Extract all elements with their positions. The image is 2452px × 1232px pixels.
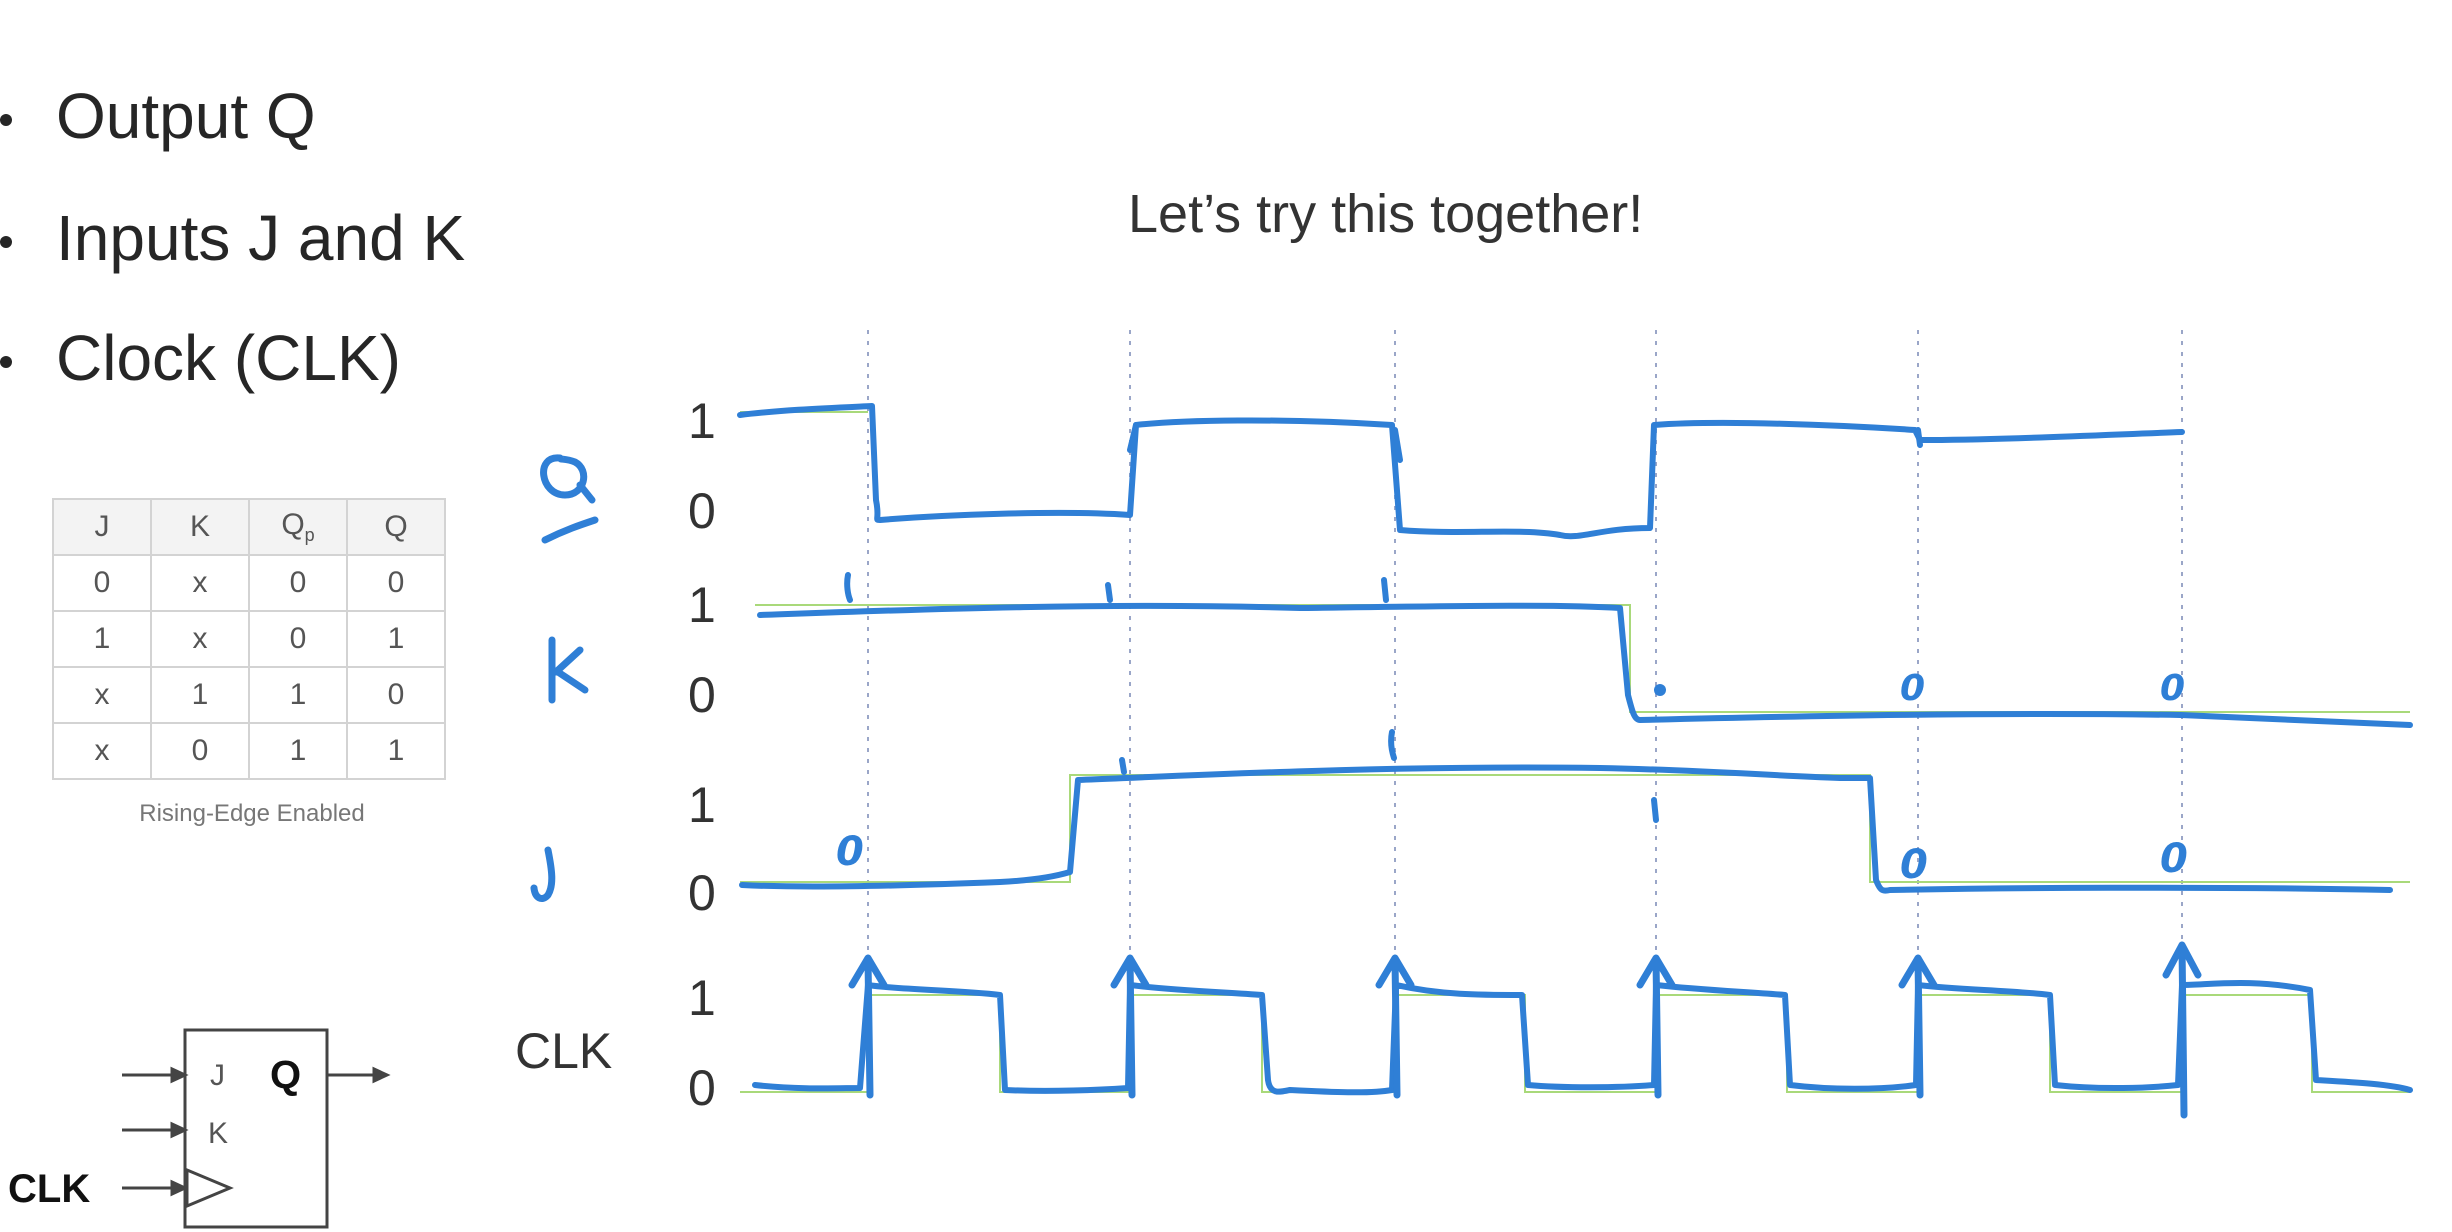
arrowhead-icon [170, 1121, 189, 1139]
table-cell: 0 [346, 554, 446, 612]
k-handdrawn-wave [757, 602, 2413, 728]
table-cell: 1 [248, 666, 348, 724]
k-mark-low: 0 [1900, 668, 1925, 709]
table-row: 0 x 0 0 [52, 554, 446, 612]
rising-edge-arrow-icon [848, 954, 888, 1099]
table-cell: 0 [248, 554, 348, 612]
table-cell: 0 [52, 554, 152, 612]
truth-table-caption: Rising-Edge Enabled [139, 800, 365, 827]
bullet-dot-icon [0, 114, 12, 126]
table-cell: 1 [346, 610, 446, 668]
table-row: x 1 1 0 [52, 666, 446, 724]
q-edge-ticks [1127, 422, 1923, 463]
clk-guide-wave [740, 994, 2410, 1093]
arrowhead-icon [372, 1066, 391, 1084]
handwritten-k-icon [548, 636, 589, 704]
table-cell: 1 [248, 722, 348, 780]
table-cell: 0 [346, 666, 446, 724]
table-cell: x [150, 554, 250, 612]
k-dot-mark-icon [1654, 684, 1666, 696]
j-handdrawn-wave [739, 764, 2393, 894]
handwritten-j-icon [530, 846, 556, 902]
table-row: 1 x 0 1 [52, 610, 446, 668]
rising-edge-arrow-icon [1110, 954, 1150, 1099]
table-cell: 0 [248, 610, 348, 668]
rising-edge-arrow-icon [1898, 954, 1938, 1099]
table-cell: 1 [52, 610, 152, 668]
bullet-dot-icon [0, 236, 12, 248]
k-one-marks [844, 572, 1389, 603]
table-cell: x [52, 722, 152, 780]
symbol-j-label: J [210, 1059, 225, 1092]
clk-level-high: 1 [688, 970, 716, 1026]
input-arrows [122, 1066, 391, 1197]
k-level-low: 0 [688, 667, 716, 723]
j-level-low: 0 [688, 865, 716, 921]
symbol-k-label: K [208, 1117, 228, 1150]
table-row: x 0 1 1 [52, 722, 446, 780]
arrowhead-icon [170, 1066, 189, 1084]
symbol-clk-label: CLK [8, 1167, 90, 1211]
k-mark-low: 0 [2160, 668, 2185, 709]
j-level-high: 1 [688, 777, 716, 833]
signal-labels: CLK 1 0 1 0 1 0 1 0 [515, 393, 716, 1116]
handdrawn-waveforms [737, 403, 2413, 1096]
q-handdrawn-wave [737, 403, 2185, 540]
handwritten-value-marks: 0 0 0 0 0 [836, 668, 2188, 888]
handwritten-q-icon [540, 454, 599, 544]
table-header-row: J K Qp Q [52, 498, 446, 556]
j-mark-low: 0 [1900, 842, 1928, 888]
table-header: J [52, 498, 152, 556]
jk-truth-table: J K Qp Q 0 x 0 0 1 x 0 1 x 1 1 0 x 0 1 1 [52, 498, 446, 780]
rising-edge-arrow-icon [1375, 954, 1415, 1099]
table-cell: 1 [346, 722, 446, 780]
symbol-q-label: Q [270, 1053, 301, 1097]
j-one-marks [1119, 729, 1659, 823]
clk-handdrawn-wave [752, 980, 2413, 1096]
rising-edge-arrow-icon [1636, 954, 1676, 1099]
j-mark-low: 0 [2160, 836, 2188, 882]
table-cell: x [52, 666, 152, 724]
arrowhead-icon [170, 1179, 189, 1197]
jk-flipflop-symbol: J K Q CLK [8, 1028, 391, 1229]
table-header: K [150, 498, 250, 556]
clk-rising-edge-arrows [848, 941, 2202, 1119]
q-level-low: 0 [688, 483, 716, 539]
clk-level-low: 0 [688, 1060, 716, 1116]
table-header: Qp [248, 498, 348, 556]
handwritten-signal-letters [530, 454, 599, 902]
table-cell: 0 [150, 722, 250, 780]
clock-triangle-icon [185, 1167, 234, 1209]
table-header: Q [346, 498, 446, 556]
clk-signal-label: CLK [515, 1023, 612, 1079]
slide-heading: Let’s try this together! [1128, 184, 1644, 244]
rising-edge-arrow-icon [2162, 941, 2202, 1119]
bullet-dot-icon [0, 356, 12, 368]
k-level-high: 1 [688, 577, 716, 633]
j-mark-low: 0 [836, 829, 864, 875]
q-level-high: 1 [688, 393, 716, 449]
table-cell: x [150, 610, 250, 668]
table-cell: 1 [150, 666, 250, 724]
